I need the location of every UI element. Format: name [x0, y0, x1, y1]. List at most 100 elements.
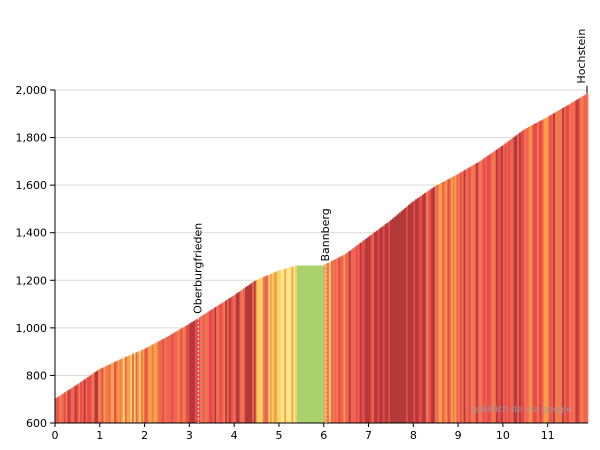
profile-segment	[347, 252, 350, 423]
profile-segment	[203, 314, 206, 423]
profile-segment	[128, 355, 131, 423]
profile-segment	[106, 365, 110, 423]
profile-segment	[569, 103, 572, 423]
profile-segment	[71, 387, 74, 423]
profile-segment	[479, 160, 482, 423]
profile-segment	[533, 124, 536, 423]
profile-segment	[142, 349, 145, 423]
profile-segment	[345, 253, 348, 423]
profile-segment	[182, 327, 185, 423]
profile-segment	[352, 248, 355, 423]
profile-segment	[454, 175, 457, 423]
profile-segment	[549, 115, 552, 423]
profile-segment	[531, 124, 534, 423]
profile-segment	[338, 257, 341, 423]
y-tick-label: 1,200	[16, 274, 48, 287]
profile-segment	[413, 200, 416, 423]
profile-segment	[169, 334, 172, 423]
profile-segment	[76, 384, 79, 423]
profile-segment	[253, 280, 257, 423]
profile-segment	[311, 265, 314, 423]
profile-segment	[207, 311, 210, 423]
profile-segment	[377, 229, 380, 423]
profile-segment	[67, 390, 70, 423]
profile-segment	[130, 354, 133, 423]
profile-segment	[508, 140, 511, 424]
profile-segment	[370, 234, 373, 423]
profile-segment	[94, 371, 97, 423]
profile-segment	[119, 359, 122, 423]
profile-segment	[373, 232, 377, 423]
profile-segment	[384, 224, 387, 423]
profile-segment	[164, 337, 167, 423]
profile-segment	[269, 273, 273, 423]
y-tick-label: 1,000	[16, 322, 48, 335]
waypoint-labels: Oberburgfrieden Bannberg Hochstein	[191, 29, 588, 423]
profile-segment	[155, 342, 158, 423]
profile-segment	[587, 93, 589, 423]
profile-segment	[325, 263, 328, 423]
profile-segment	[416, 198, 420, 423]
profile-segment	[339, 256, 343, 423]
profile-segment	[282, 269, 285, 423]
profile-segment	[201, 315, 205, 423]
x-tick-label: 2	[141, 429, 148, 442]
profile-segment	[284, 268, 287, 423]
profile-segment	[499, 147, 502, 423]
profile-segment	[354, 246, 357, 423]
profile-segment	[230, 296, 233, 423]
profile-segment	[312, 265, 316, 423]
profile-segment	[296, 265, 300, 423]
profile-segment	[355, 245, 359, 423]
profile-segment	[192, 320, 196, 423]
profile-segment	[427, 190, 430, 423]
profile-segment	[132, 353, 135, 423]
x-tick-label: 1	[96, 429, 103, 442]
y-tick-label: 1,600	[16, 179, 48, 192]
profile-segment	[185, 325, 188, 423]
profile-segment	[364, 238, 368, 423]
profile-segment	[407, 204, 411, 423]
profile-segment	[363, 240, 366, 423]
x-tick-label: 5	[275, 429, 282, 442]
profile-segment	[180, 328, 183, 423]
profile-segment	[409, 203, 412, 423]
x-tick-label: 9	[455, 429, 462, 442]
profile-segment	[85, 378, 88, 423]
profile-segment	[153, 343, 156, 423]
profile-segment	[302, 265, 305, 423]
x-tick-label: 6	[320, 429, 327, 442]
profile-segment	[287, 267, 291, 423]
profile-segment	[126, 356, 129, 423]
profile-segment	[350, 249, 353, 423]
profile-segment	[173, 332, 176, 423]
profile-segment	[538, 121, 541, 423]
profile-segment	[567, 104, 570, 424]
profile-segment	[526, 127, 529, 424]
profile-segment	[398, 212, 402, 423]
profile-segment	[78, 383, 81, 423]
profile-segment	[266, 275, 269, 423]
profile-segment	[295, 265, 298, 423]
profile-segment	[474, 163, 477, 423]
profile-segment	[440, 183, 443, 423]
profile-segment	[411, 201, 414, 423]
profile-segment	[160, 339, 163, 423]
profile-segment	[443, 181, 446, 423]
profile-segment	[320, 265, 323, 423]
profile-segment	[65, 391, 68, 423]
x-tick-label: 8	[410, 429, 417, 442]
profile-segment	[495, 149, 498, 423]
profile-segment	[103, 366, 106, 423]
profile-segment	[321, 265, 325, 423]
profile-segment	[336, 258, 339, 423]
profile-segment	[110, 363, 113, 423]
profile-segment	[305, 265, 309, 423]
waypoint-label: Oberburgfrieden	[191, 223, 204, 314]
profile-segment	[488, 154, 491, 423]
profile-segment	[397, 213, 400, 423]
profile-segment	[483, 158, 486, 423]
profile-segment	[133, 353, 137, 423]
profile-segment	[456, 174, 459, 423]
